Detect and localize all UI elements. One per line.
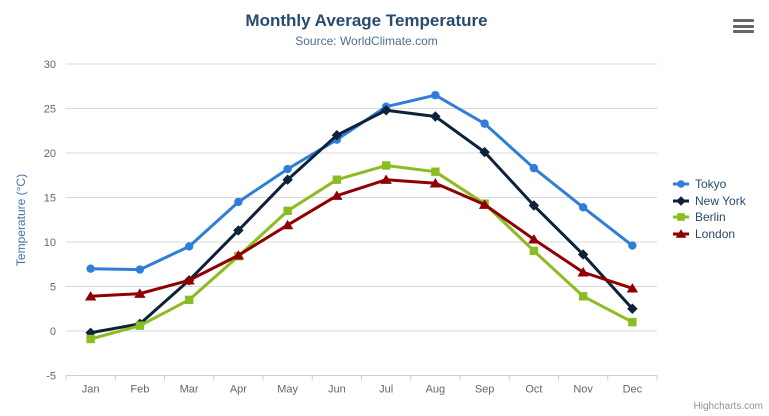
legend-item-tokyo[interactable]: Tokyo xyxy=(673,177,746,191)
y-axis-label: 15 xyxy=(44,193,56,205)
marker-berlin[interactable] xyxy=(184,295,194,305)
marker-berlin[interactable] xyxy=(529,246,539,256)
y-axis-label: 20 xyxy=(44,148,56,160)
x-axis-label: Apr xyxy=(230,384,247,396)
hamburger-icon xyxy=(733,30,754,33)
marker-london[interactable] xyxy=(331,190,343,200)
y-axis-label: 5 xyxy=(50,282,56,294)
marker-tokyo[interactable] xyxy=(628,241,637,250)
legend: Tokyo New York Berlin London xyxy=(673,177,746,241)
marker-berlin[interactable] xyxy=(86,334,95,344)
marker-london[interactable] xyxy=(134,288,146,298)
marker-tokyo[interactable] xyxy=(529,163,539,173)
marker-berlin[interactable] xyxy=(283,206,292,216)
x-axis-label: Jun xyxy=(328,384,346,396)
y-axis-label: 25 xyxy=(44,104,56,116)
x-axis-label: Oct xyxy=(525,384,542,396)
export-menu-button[interactable] xyxy=(733,19,754,33)
legend-symbol-circle-icon xyxy=(673,180,689,188)
y-axis-label: 0 xyxy=(50,326,56,338)
marker-berlin[interactable] xyxy=(381,161,391,170)
marker-berlin[interactable] xyxy=(431,167,440,176)
marker-new-york[interactable] xyxy=(282,174,293,185)
marker-new-york[interactable] xyxy=(479,146,490,158)
marker-new-york[interactable] xyxy=(627,303,638,314)
legend-symbol-marker xyxy=(675,228,687,238)
series-line-new-york[interactable] xyxy=(89,108,634,335)
y-axis-label: 30 xyxy=(44,59,56,71)
marker-tokyo[interactable] xyxy=(184,242,194,251)
credits-link[interactable]: Highcharts.com xyxy=(693,401,763,412)
marker-new-york[interactable] xyxy=(331,130,343,141)
legend-label: Berlin xyxy=(695,210,726,224)
legend-item-berlin[interactable]: Berlin xyxy=(673,210,746,224)
marker-tokyo[interactable] xyxy=(431,90,440,100)
series-line-london[interactable] xyxy=(89,178,634,298)
marker-london[interactable] xyxy=(429,178,442,188)
marker-tokyo[interactable] xyxy=(283,164,292,174)
marker-london[interactable] xyxy=(528,234,540,244)
marker-london[interactable] xyxy=(232,250,245,260)
marker-tokyo[interactable] xyxy=(86,264,95,273)
series-line-berlin[interactable] xyxy=(89,163,634,341)
chart-title: Monthly Average Temperature xyxy=(245,11,488,30)
marker-tokyo[interactable] xyxy=(135,265,145,274)
marker-tokyo[interactable] xyxy=(234,197,243,207)
y-axis-label: -5 xyxy=(46,371,56,383)
marker-london[interactable] xyxy=(626,283,639,293)
marker-berlin[interactable] xyxy=(135,321,145,330)
marker-new-york[interactable] xyxy=(430,111,441,122)
marker-berlin[interactable] xyxy=(332,175,342,184)
y-axis-label: 10 xyxy=(44,237,56,249)
marker-london[interactable] xyxy=(380,174,392,184)
legend-symbol-square-icon xyxy=(673,213,689,221)
marker-new-york[interactable] xyxy=(233,225,244,236)
marker-new-york[interactable] xyxy=(528,200,540,211)
x-axis-label: Sep xyxy=(475,384,495,396)
marker-new-york[interactable] xyxy=(577,249,589,260)
legend-symbol-marker xyxy=(677,213,685,221)
x-axis-label: Dec xyxy=(623,384,643,396)
legend-item-new-york[interactable]: New York xyxy=(673,194,746,208)
legend-label: London xyxy=(695,226,736,241)
marker-berlin[interactable] xyxy=(628,317,637,327)
legend-label: New York xyxy=(695,193,746,208)
marker-new-york[interactable] xyxy=(380,105,392,116)
legend-symbol-triangle-icon xyxy=(673,228,689,238)
x-axis-label: Jan xyxy=(82,384,100,396)
x-axis-label: Aug xyxy=(426,384,446,396)
legend-item-london[interactable]: London xyxy=(673,227,746,241)
marker-london[interactable] xyxy=(183,275,195,285)
chart-subtitle: Source: WorldClimate.com xyxy=(295,34,438,48)
legend-symbol-marker xyxy=(677,180,685,188)
marker-london[interactable] xyxy=(281,219,294,230)
marker-berlin[interactable] xyxy=(578,292,588,301)
marker-london[interactable] xyxy=(84,291,97,301)
legend-label: Tokyo xyxy=(695,177,727,191)
marker-london[interactable] xyxy=(478,199,491,209)
x-axis-label: Feb xyxy=(130,384,149,396)
hamburger-icon xyxy=(733,19,754,22)
x-axis-label: May xyxy=(277,384,298,396)
hamburger-icon xyxy=(733,24,754,28)
x-axis-label: Nov xyxy=(573,384,593,396)
marker-london[interactable] xyxy=(577,267,589,277)
legend-symbol-marker xyxy=(676,195,686,206)
marker-tokyo[interactable] xyxy=(480,119,489,128)
marker-tokyo[interactable] xyxy=(578,203,588,212)
y-axis-title: Temperature (°C) xyxy=(14,173,28,267)
x-axis-label: Jul xyxy=(379,384,393,396)
x-axis-label: Mar xyxy=(180,384,199,396)
legend-symbol-diamond-icon xyxy=(673,195,689,206)
